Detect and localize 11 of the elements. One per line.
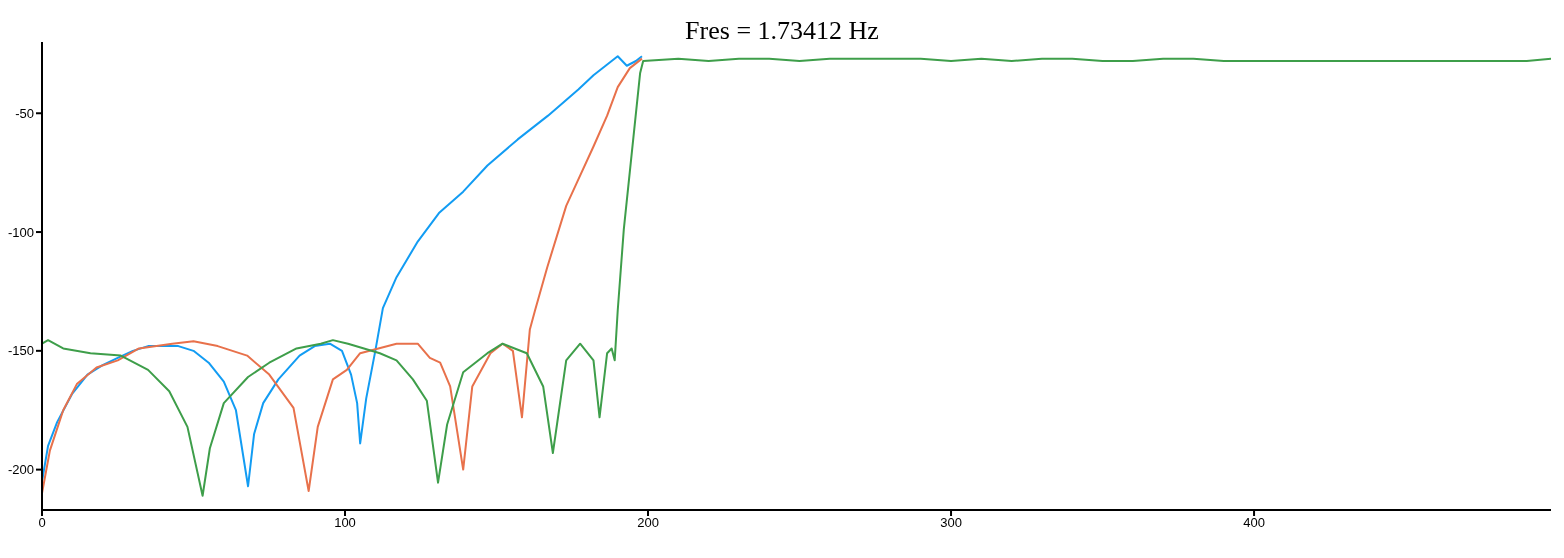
x-tick-label: 0 (38, 515, 46, 531)
y-tick-label: -50 (15, 105, 34, 121)
x-tick-label: 100 (334, 515, 356, 531)
line-series (42, 57, 1551, 497)
y-tick-label: -150 (7, 343, 34, 359)
y-tick-label: -100 (7, 224, 34, 240)
y-tick-label: -200 (7, 462, 34, 478)
x-tick-label: 200 (637, 515, 659, 531)
x-tick-label: 400 (1243, 515, 1265, 531)
chart-title: Fres = 1.73412 Hz (684, 16, 880, 46)
x-tick-label: 300 (940, 515, 962, 531)
